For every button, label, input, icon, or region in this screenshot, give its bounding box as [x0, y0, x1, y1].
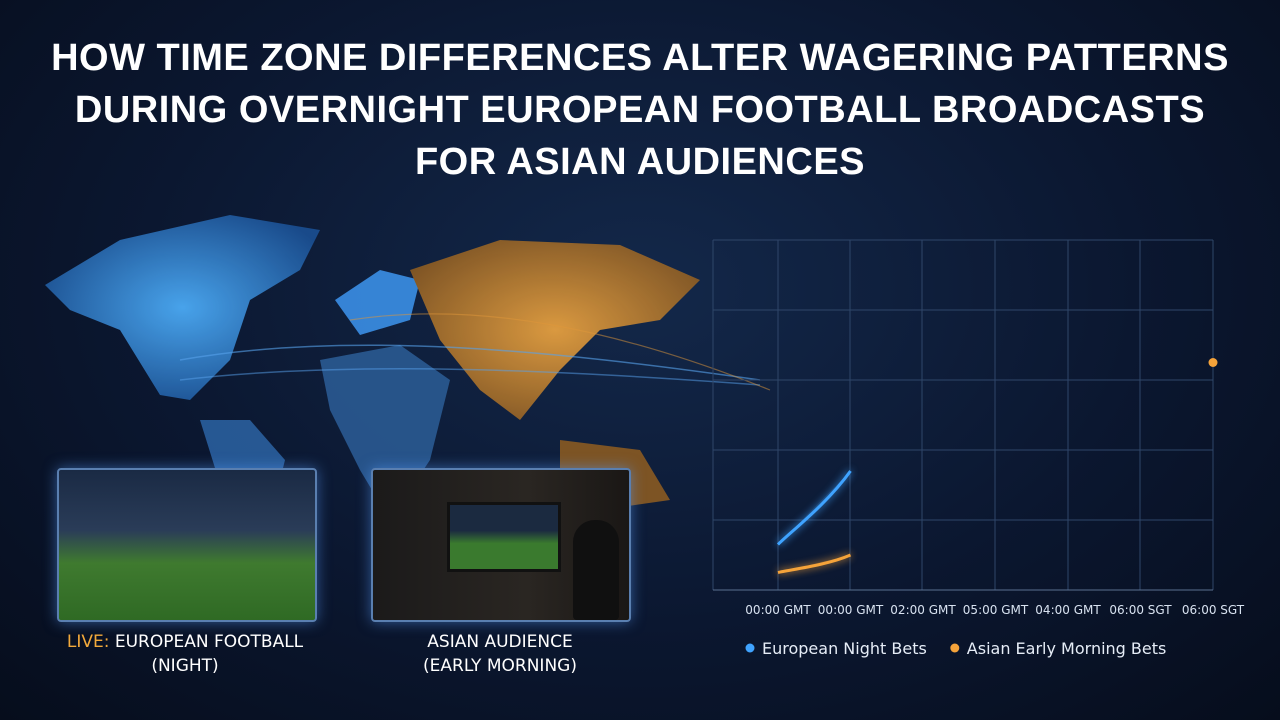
end-dot [1208, 358, 1218, 367]
stadium-image [57, 468, 317, 622]
legend-dot [950, 643, 960, 653]
x-tick-label: 04:00 GMT [1035, 603, 1101, 617]
caption-text: EUROPEAN FOOTBALL (NIGHT) [114, 632, 304, 676]
tv [447, 502, 561, 572]
chart-grid [712, 239, 1214, 591]
legend-dot [745, 643, 755, 653]
x-tick-label: 06:00 SGT [1182, 603, 1245, 617]
x-tick-label: 00:00 GMT [818, 603, 884, 617]
title: HOW TIME ZONE DIFFERENCES ALTER WAGERING… [51, 37, 1229, 183]
legend-label: Asian Early Morning Bets [967, 639, 1167, 658]
x-tick-label: 06:00 SGT [1109, 603, 1172, 617]
caption: ASIAN AUDIENCE (EARLY MORNING) [423, 632, 577, 676]
x-tick-label: 02:00 GMT [890, 603, 956, 617]
x-tick-label: 00:00 GMT [745, 603, 811, 617]
line [777, 553, 852, 574]
caption: LIVE: EUROPEAN FOOTBALL (NIGHT) [40, 630, 330, 678]
viewer-image [371, 468, 631, 622]
viewer-silhouette [573, 520, 619, 620]
x-tick-label: 05:00 GMT [963, 603, 1029, 617]
caption-highlight: LIVE: [66, 632, 110, 652]
legend-label: European Night Bets [762, 639, 927, 658]
line [776, 470, 852, 546]
